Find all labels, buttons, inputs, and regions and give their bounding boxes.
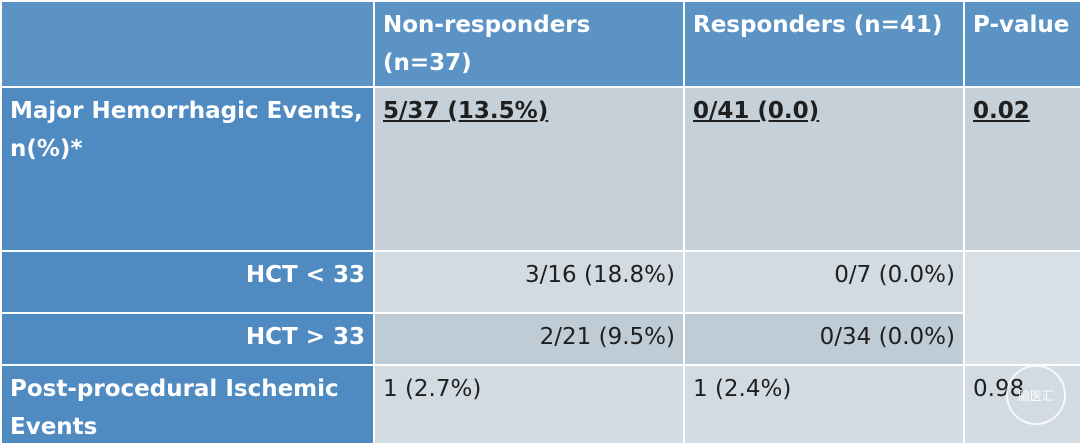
row-label: HCT > 33 [0, 312, 375, 366]
header-cell: Non-responders (n=37) [373, 0, 685, 88]
cell: 0/41 (0.0) [683, 86, 965, 252]
row-label: Post-procedural Ischemic Events [0, 364, 375, 443]
cell: 0/34 (0.0%) [683, 312, 965, 366]
row: HCT < 33 3/16 (18.8%) 0/7 (0.0%) [0, 250, 1080, 366]
cell: 5/37 (13.5%) [373, 86, 685, 252]
cell: 1 (2.4%) [683, 364, 965, 443]
row: Major Hemorrhagic Events, n(%)* 5/37 (13… [0, 86, 1080, 252]
row: HCT > 33 2/21 (9.5%) 0/34 (0.0%) [0, 312, 1080, 366]
cell: 0.02 [963, 86, 1080, 252]
header-cell: P-value [963, 0, 1080, 88]
empty-cell [963, 250, 1080, 366]
cell: 2/21 (9.5%) [373, 312, 685, 366]
header-cell [0, 0, 375, 88]
cell: 3/16 (18.8%) [373, 250, 685, 314]
cell: 1 (2.7%) [373, 364, 685, 443]
header-cell: Responders (n=41) [683, 0, 965, 88]
row-label: HCT < 33 [0, 250, 375, 314]
watermark: 脑医汇 [1006, 365, 1066, 425]
row: Post-procedural Ischemic Events 1 (2.7%)… [0, 364, 1080, 443]
cell: 0/7 (0.0%) [683, 250, 965, 314]
header-row: Non-responders (n=37) Responders (n=41) … [0, 0, 1080, 88]
row-label: Major Hemorrhagic Events, n(%)* [0, 86, 375, 252]
